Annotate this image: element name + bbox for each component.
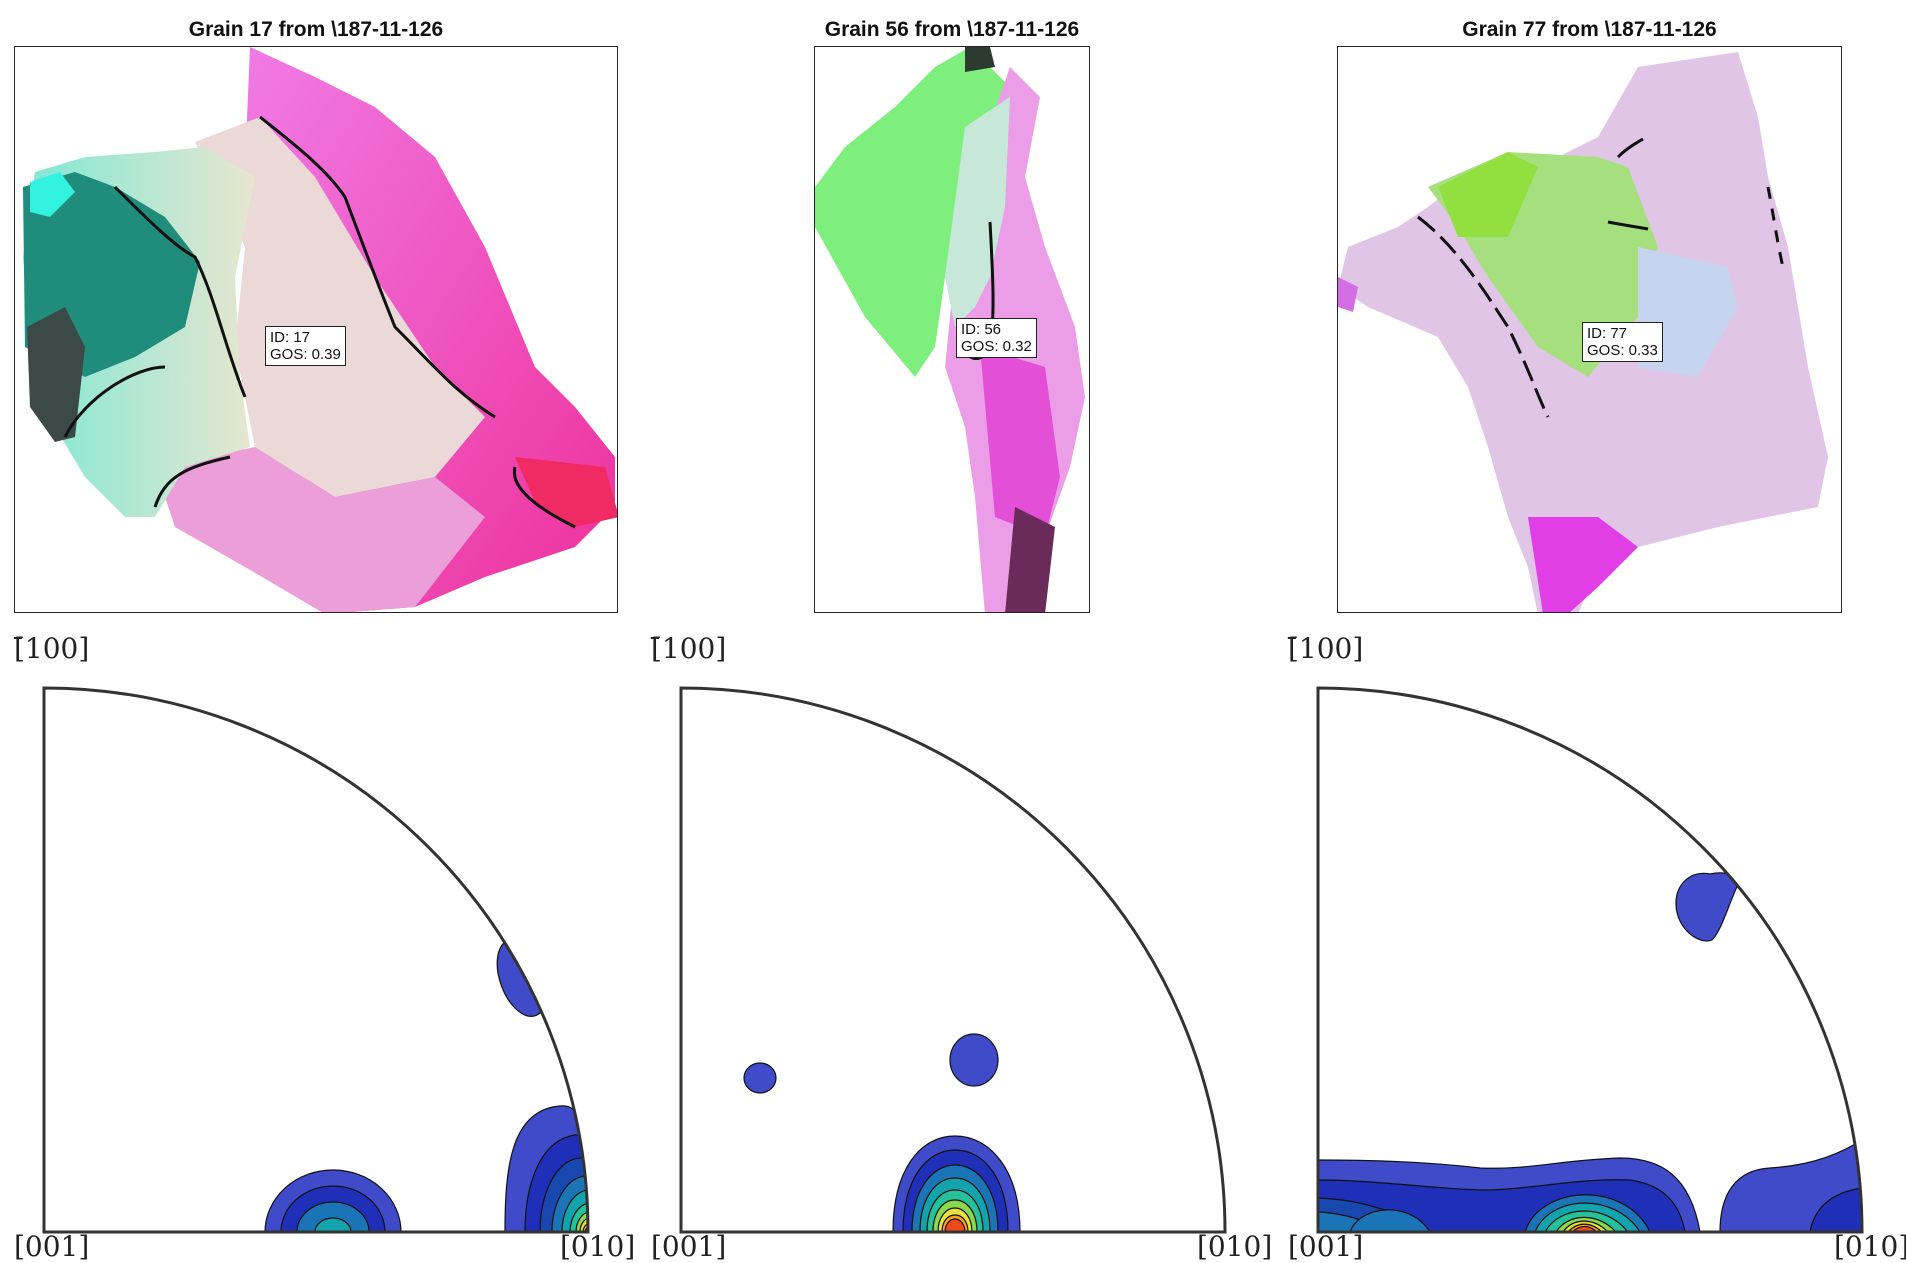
- pole-figure-3-top-label: [̄100]: [1288, 632, 1364, 665]
- grain-77-title: Grain 77 from \187-11-126: [1462, 18, 1717, 41]
- pole-figure-2-outline: [679, 686, 1227, 1234]
- grain-56-info-box: ID: 56 GOS: 0.32: [956, 318, 1037, 358]
- grain-17-id: ID: 17: [270, 329, 311, 346]
- grain-17-info-box: ID: 17 GOS: 0.39: [265, 326, 346, 366]
- pole-figure-3-outline: [1316, 686, 1864, 1234]
- pole-figure-1: [264, 939, 588, 1232]
- grain-17-orientation-map: [14, 46, 618, 613]
- grain-17-title: Grain 17 from \187-11-126: [188, 18, 444, 41]
- grain-17-gos: GOS: 0.39: [270, 346, 341, 363]
- grain-56-title: Grain 56 from \187-11-126: [824, 18, 1080, 41]
- inverse-pole-figures: [42, 686, 1864, 1234]
- pole-figure-1-outline: [42, 686, 590, 1234]
- pole-figure-2: [743, 1033, 1021, 1232]
- grain-77-info-box: ID: 77 GOS: 0.33: [1582, 322, 1663, 362]
- grain-77-gos: GOS: 0.33: [1587, 342, 1658, 359]
- grain-77-id: ID: 77: [1587, 325, 1628, 342]
- grain-56-id: ID: 56: [961, 321, 1002, 338]
- pole-figure-1-top-label: [̄100]: [14, 632, 90, 665]
- pole-figure-2-top-label: [̄100]: [651, 632, 727, 665]
- grain-56-gos: GOS: 0.32: [961, 338, 1032, 355]
- pole-figure-3: [1318, 872, 1862, 1232]
